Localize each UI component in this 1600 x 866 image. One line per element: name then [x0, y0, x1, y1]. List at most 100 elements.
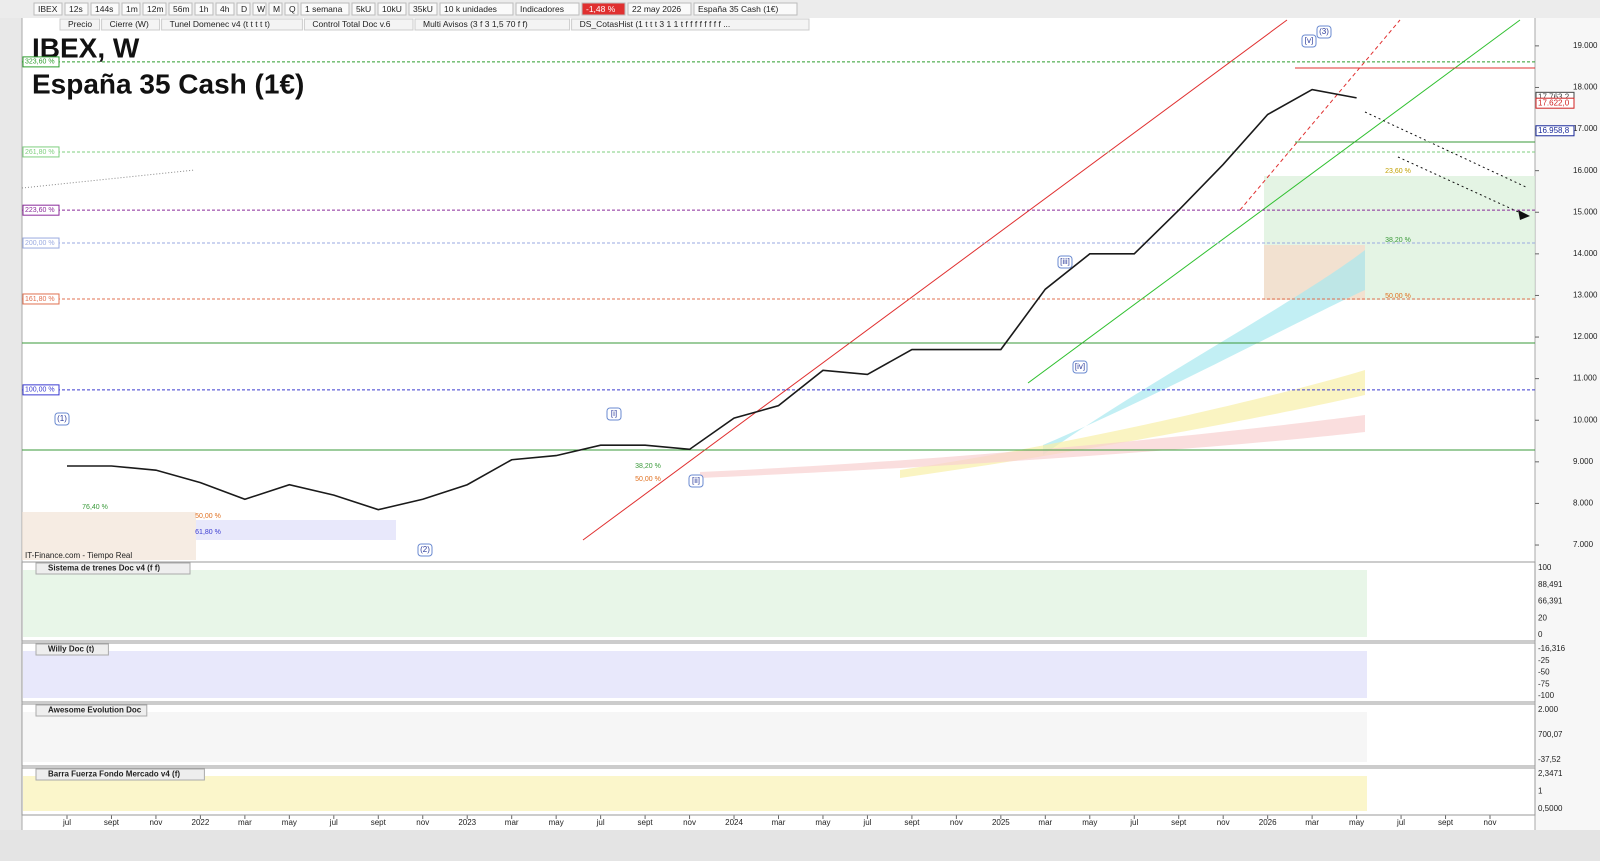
toolbar-button[interactable]	[252, 2, 267, 16]
indicator-chip[interactable]	[571, 18, 810, 31]
x-tick-label: jul	[1396, 818, 1405, 827]
indicator-label[interactable]: Multi Avisos (3 f 3 1,5 70 f f)	[423, 19, 528, 29]
toolbar-label[interactable]: 5kU	[356, 4, 371, 14]
toolbar-label[interactable]: 35kU	[413, 4, 433, 14]
toolbar-label[interactable]: W	[257, 4, 265, 14]
y-tick-label: 12.000	[1573, 332, 1598, 341]
y-tick-label: 8.000	[1573, 499, 1594, 508]
toolbar-button[interactable]	[515, 2, 580, 16]
fib-label: 323,60 %	[25, 59, 55, 66]
toolbar-button[interactable]	[142, 2, 167, 16]
toolbar-label[interactable]: IBEX	[38, 4, 58, 14]
toolbar-label[interactable]: 1m	[126, 4, 138, 14]
projection	[1397, 156, 1526, 216]
toolbar-button[interactable]	[236, 2, 251, 16]
indicator-label[interactable]: Control Total Doc v.6	[312, 19, 390, 29]
indicator-chip[interactable]	[59, 18, 101, 31]
x-tick-label: may	[282, 818, 297, 827]
indicator-chip[interactable]	[101, 18, 161, 31]
fib-tag	[22, 237, 60, 249]
wave-label: (1)	[57, 414, 67, 423]
toolbar-button[interactable]	[64, 2, 89, 16]
arrow-head	[1518, 210, 1530, 220]
price-axis-bg	[1535, 18, 1600, 861]
toolbar-button[interactable]	[693, 2, 798, 16]
indicator-fill	[23, 570, 1367, 637]
wave-label: [iv]	[1075, 362, 1085, 371]
toolbar-label[interactable]: Indicadores	[520, 4, 564, 14]
toolbar-button[interactable]	[377, 2, 407, 16]
panel-axis-label: -75	[1538, 679, 1550, 688]
indicator-chip[interactable]	[414, 18, 571, 31]
x-tick-label: mar	[505, 818, 519, 827]
y-tick-label: 11.000	[1573, 374, 1597, 383]
panel-axis-label: 2,3471	[1538, 769, 1563, 778]
toolbar-label[interactable]: 10 k unidades	[444, 4, 497, 14]
panel-axis-label: 100	[1538, 563, 1552, 572]
toolbar-button[interactable]	[300, 2, 350, 16]
indicator-label[interactable]: Cierre (W)	[110, 19, 149, 29]
y-tick-label: 13.000	[1573, 291, 1598, 300]
indicator-label[interactable]: Precio	[68, 19, 92, 29]
channel-line	[1027, 19, 1521, 384]
toolbar-label[interactable]: España 35 Cash (1€)	[698, 4, 778, 14]
toolbar-button[interactable]	[168, 2, 193, 16]
indicator-fill	[23, 651, 1367, 698]
retracement-label: 50,00 %	[1385, 293, 1411, 300]
price-tag	[1535, 97, 1575, 109]
x-tick-label: jul	[329, 818, 338, 827]
toolbar-button[interactable]	[284, 2, 299, 16]
toolbar-button[interactable]	[33, 2, 63, 16]
toolbar-button[interactable]	[215, 2, 235, 16]
toolbar-label[interactable]: 56m	[173, 4, 190, 14]
indicator-label[interactable]: DS_CotasHist (1 t t t 3 1 1 t f f f f f …	[580, 19, 731, 29]
x-tick-label: mar	[1305, 818, 1319, 827]
toolbar-label[interactable]: 10kU	[382, 4, 402, 14]
toolbar-button[interactable]	[408, 2, 438, 16]
toolbar-button[interactable]	[581, 2, 626, 16]
indicator-label[interactable]: Tunel Domenec v4 (t t t t t)	[170, 19, 270, 29]
toolbar-button[interactable]	[121, 2, 141, 16]
y-tick-label: 18.000	[1573, 83, 1598, 92]
x-tick-label: mar	[1038, 818, 1052, 827]
toolbar-label[interactable]: 12m	[147, 4, 164, 14]
wave-tag	[417, 543, 433, 557]
wave-label: (2)	[420, 545, 430, 554]
toolbar-button[interactable]	[268, 2, 283, 16]
wave-label: [v]	[1305, 36, 1313, 45]
toolbar-label[interactable]: 22 may 2026	[632, 4, 681, 14]
ribbon	[900, 370, 1365, 478]
wave-tag	[1057, 255, 1073, 269]
toolbar-label[interactable]: 1h	[199, 4, 209, 14]
channel-line	[1239, 19, 1401, 211]
toolbar-button[interactable]	[439, 2, 514, 16]
x-tick-label: sept	[1438, 818, 1454, 827]
toolbar-label[interactable]: -1,48 %	[586, 4, 616, 14]
panel-axis-label: 20	[1538, 613, 1547, 622]
toolbar-label[interactable]: 4h	[220, 4, 230, 14]
indicator-chip[interactable]	[303, 18, 414, 31]
panel-axis-label: -37,52	[1538, 755, 1561, 764]
toolbar-label[interactable]: M	[273, 4, 280, 14]
indicator-chip[interactable]	[161, 18, 303, 31]
toolbar-label[interactable]: 12s	[69, 4, 83, 14]
toolbar-button[interactable]	[627, 2, 692, 16]
source: IT-Finance.com - Tiempo Real	[25, 551, 132, 560]
panel-axis-label: 2.000	[1538, 705, 1559, 714]
ribbon	[700, 415, 1365, 478]
toolbar-button[interactable]	[90, 2, 120, 16]
toolbar-label[interactable]: 1 semana	[305, 4, 343, 14]
panel-title-bg	[35, 562, 191, 575]
x-tick-label: jul	[1129, 818, 1138, 827]
x-tick-label: 2023	[458, 818, 476, 827]
x-tick-label: nov	[683, 818, 696, 827]
fib-tag	[22, 204, 60, 216]
toolbar-label[interactable]: 144s	[95, 4, 113, 14]
toolbar-label[interactable]: Q	[289, 4, 296, 14]
y-tick-label: 15.000	[1573, 207, 1598, 216]
toolbar-button[interactable]	[351, 2, 376, 16]
panel-axis-label: -25	[1538, 656, 1550, 665]
toolbar-label[interactable]: D	[241, 4, 247, 14]
retracement-zone	[196, 520, 396, 540]
toolbar-button[interactable]	[194, 2, 214, 16]
